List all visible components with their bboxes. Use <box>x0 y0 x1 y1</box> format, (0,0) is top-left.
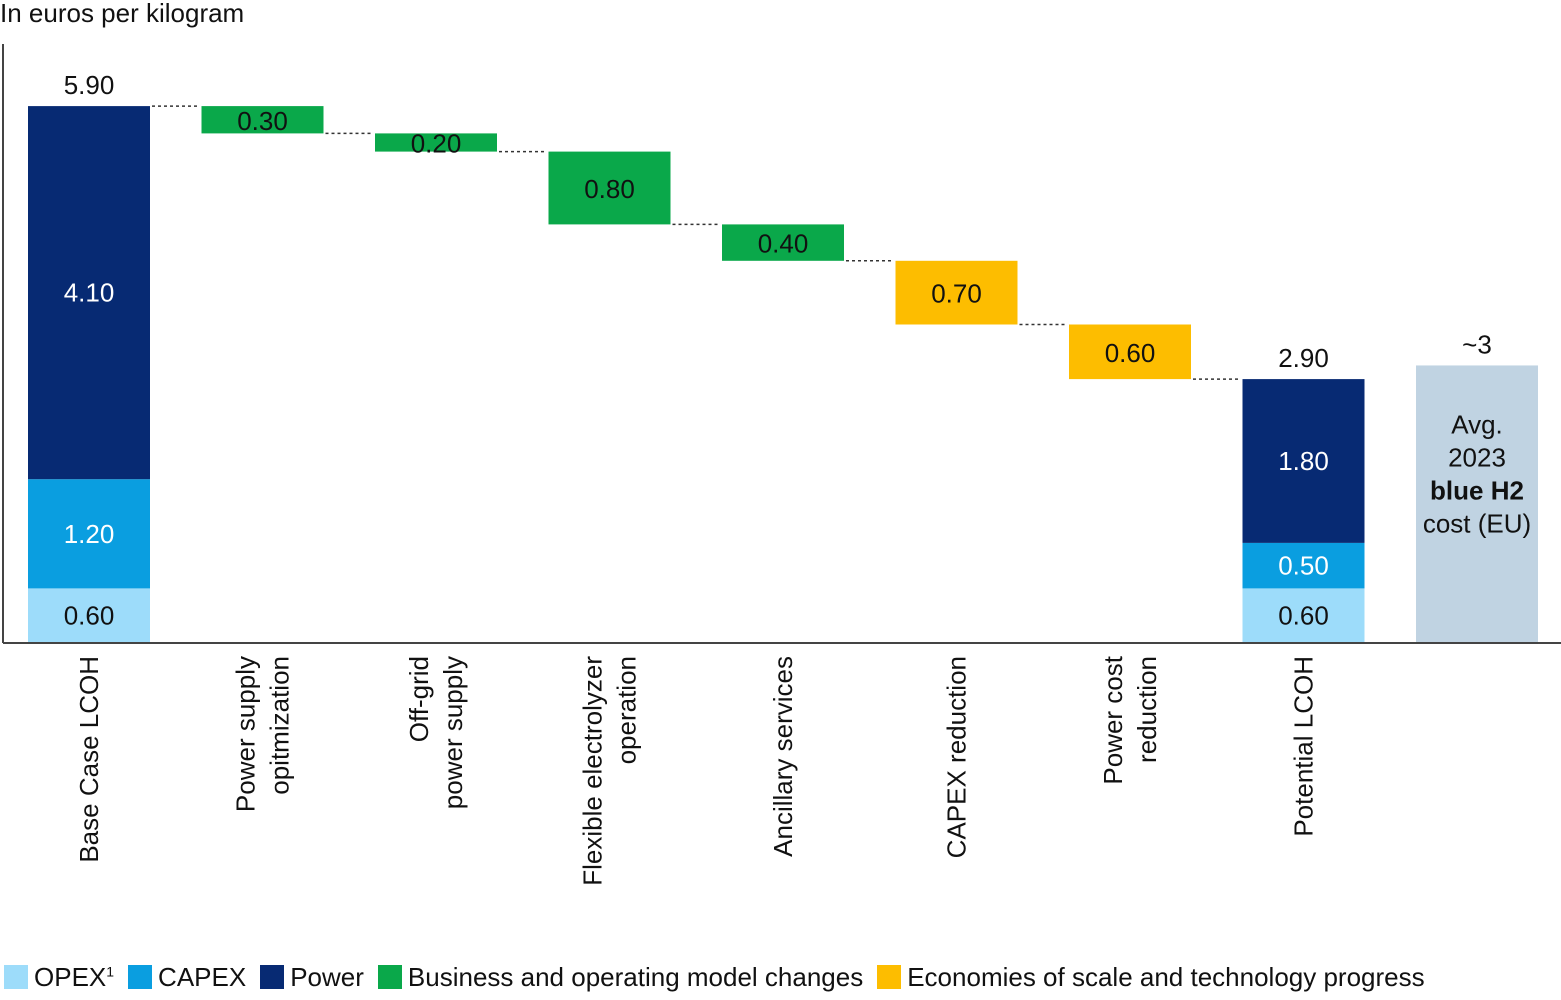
bar-segment-opex <box>1242 588 1365 643</box>
legend-footnote-marker: 1 <box>106 962 115 979</box>
bar-segment-capex <box>28 479 150 589</box>
step-value-label: 0.20 <box>411 129 462 159</box>
step-bar <box>201 106 324 134</box>
segment-value-label: 0.50 <box>1278 551 1329 581</box>
category-label: power supply <box>438 656 468 809</box>
step-bar <box>548 151 671 225</box>
legend-swatch <box>260 965 285 989</box>
step-value-label: 0.70 <box>931 279 982 309</box>
category-label: CAPEX reduction <box>942 656 972 858</box>
legend-item-opex: OPEX1 <box>4 962 114 993</box>
legend-swatch <box>377 965 402 989</box>
category-label: Potential LCOH <box>1289 656 1319 837</box>
legend-label: OPEX1 <box>34 961 115 992</box>
benchmark-text-line: Avg. <box>1451 410 1503 440</box>
chart-legend: OPEX1 CAPEX Power Business and operating mo… <box>4 961 1439 993</box>
legend-swatch <box>877 965 902 989</box>
category-label: opitmization <box>265 656 295 795</box>
step-bar <box>375 133 497 152</box>
step-bar <box>1069 324 1191 380</box>
benchmark-top-label: ~3 <box>1462 329 1492 359</box>
category-label: Ancillary services <box>768 656 798 857</box>
bar-segment-opex <box>28 588 150 643</box>
bar-segment-capex <box>1242 542 1365 589</box>
bar-segment-power <box>28 106 150 480</box>
step-value-label: 0.40 <box>758 229 809 259</box>
step-value-label: 0.80 <box>584 174 635 204</box>
bar-total-label: 2.90 <box>1278 343 1329 373</box>
legend-swatch <box>4 965 28 989</box>
segment-value-label: 4.10 <box>64 278 115 308</box>
legend-label: Business and operating model changes <box>407 961 864 992</box>
step-value-label: 0.60 <box>1105 338 1156 368</box>
category-label: Power cost <box>1098 655 1128 784</box>
benchmark-bar <box>1416 365 1538 643</box>
category-label: operation <box>612 656 642 764</box>
legend-label: Economies of scale and technology progre… <box>907 961 1425 992</box>
legend-label: Power <box>290 961 364 992</box>
bar-segment-power <box>1242 379 1365 543</box>
benchmark-text-line: cost (EU) <box>1423 509 1531 539</box>
legend-swatch <box>128 965 153 989</box>
benchmark-text-line: 2023 <box>1448 443 1506 473</box>
segment-value-label: 0.60 <box>1278 601 1329 631</box>
legend-item-scale: Economies of scale and technology progre… <box>877 961 1425 993</box>
unit-label: In euros per kilogram <box>0 0 244 28</box>
bar-total-label: 5.90 <box>64 70 115 100</box>
segment-value-label: 1.20 <box>64 519 115 549</box>
legend-item-capex: CAPEX <box>128 962 246 993</box>
category-label: Off-grid <box>404 656 434 742</box>
legend-label: CAPEX <box>158 961 247 992</box>
step-bar <box>895 260 1018 325</box>
legend-item-power: Power <box>260 962 364 993</box>
category-label: Base Case LCOH <box>74 656 104 863</box>
category-label: Flexible electrolyzer <box>578 656 608 886</box>
legend-item-business: Business and operating model changes <box>377 961 864 993</box>
category-label: reduction <box>1132 656 1162 763</box>
segment-value-label: 1.80 <box>1278 446 1329 476</box>
benchmark-text-line: blue H2 <box>1430 476 1524 506</box>
category-label: Power supply <box>231 656 261 812</box>
step-value-label: 0.30 <box>237 106 288 136</box>
segment-value-label: 0.60 <box>64 601 115 631</box>
step-bar <box>722 224 844 261</box>
